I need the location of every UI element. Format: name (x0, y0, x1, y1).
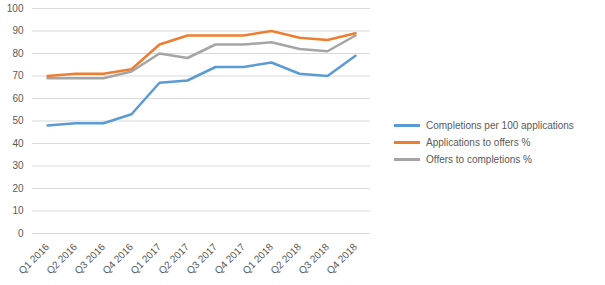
svg-text:Q4 2018: Q4 2018 (324, 241, 359, 276)
svg-text:20: 20 (12, 183, 24, 194)
svg-text:50: 50 (12, 115, 24, 126)
html-text:Offers to completions %: Offers to completions % (426, 154, 532, 165)
svg-text:10: 10 (12, 205, 24, 216)
svg-text:30: 30 (12, 160, 24, 171)
svg-text:Q1 2018: Q1 2018 (240, 241, 276, 277)
svg-text:Q1 2017: Q1 2017 (128, 241, 164, 277)
svg-text:Q4 2017: Q4 2017 (212, 241, 248, 277)
svg-text:Q3 2017: Q3 2017 (184, 241, 220, 277)
svg-text:70: 70 (12, 70, 24, 81)
svg-text:40: 40 (12, 138, 24, 149)
svg-text:Q4 2016: Q4 2016 (100, 241, 136, 277)
svg-text:90: 90 (12, 25, 24, 36)
svg-text:0: 0 (18, 228, 24, 239)
svg-text:100: 100 (7, 3, 24, 14)
svg-text:Q3 2018: Q3 2018 (296, 241, 332, 277)
svg-text:Q2 2018: Q2 2018 (268, 241, 304, 277)
html-text:Completions per 100 applicatio: Completions per 100 applications (426, 120, 574, 131)
svg-text:Q1 2016: Q1 2016 (16, 241, 52, 277)
svg-text:80: 80 (12, 48, 24, 59)
html-text:Applications to offers %: Applications to offers % (426, 137, 531, 148)
svg-text:60: 60 (12, 93, 24, 104)
svg-text:Q3 2016: Q3 2016 (72, 241, 108, 277)
svg-text:Q2 2016: Q2 2016 (44, 241, 80, 277)
svg-text:Q2 2017: Q2 2017 (156, 241, 192, 277)
